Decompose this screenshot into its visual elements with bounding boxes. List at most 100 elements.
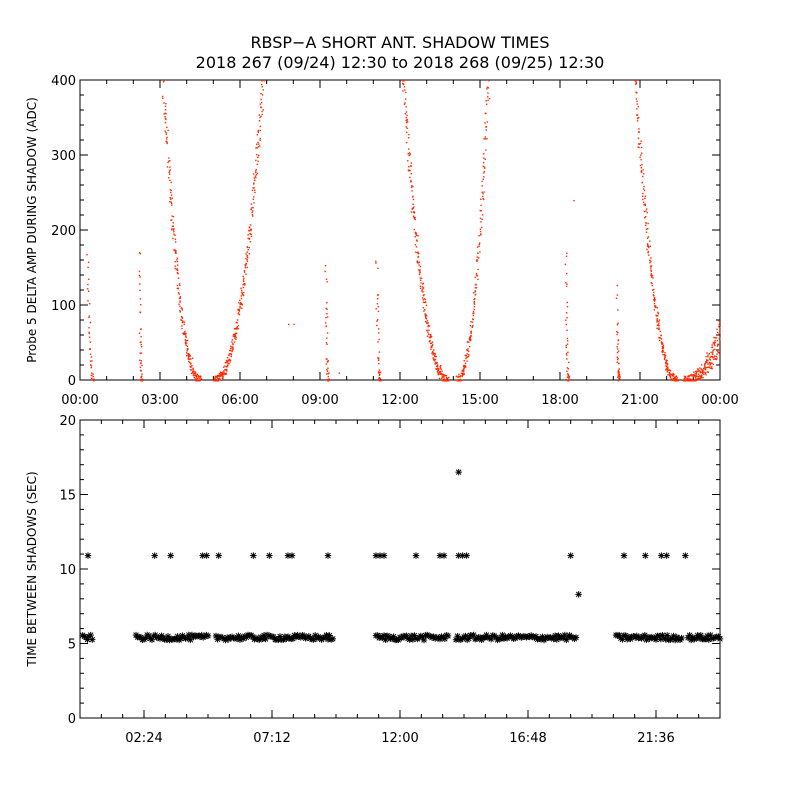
data-point: [667, 374, 669, 376]
data-point: [176, 260, 179, 263]
data-point: [87, 266, 89, 269]
data-point: [646, 248, 648, 251]
data-point: [430, 335, 433, 338]
data-point: [642, 195, 644, 197]
data-point: [482, 197, 484, 200]
data-point: [325, 342, 328, 344]
data-point: [164, 117, 167, 120]
data-point: [644, 197, 646, 199]
data-point: [226, 368, 228, 371]
data-point: [667, 369, 669, 371]
data-point: [185, 340, 187, 342]
data-point: [474, 287, 477, 289]
data-point: [478, 242, 481, 244]
data-point: [238, 302, 240, 304]
data-point: [377, 297, 379, 300]
data-point: [184, 339, 186, 341]
data-point: [257, 141, 259, 144]
data-point: [483, 176, 485, 178]
data-point: [379, 373, 381, 376]
data-point: [425, 313, 427, 315]
data-point: [404, 89, 406, 91]
data-point: [422, 291, 424, 293]
data-point: [668, 369, 670, 372]
data-point: [253, 182, 255, 184]
data-point: [236, 326, 238, 328]
data-point: [469, 325, 472, 327]
data-point: [635, 91, 637, 93]
data-point: [162, 97, 164, 99]
data-point: [717, 350, 719, 353]
data-point: [171, 228, 173, 230]
data-point: [647, 246, 650, 249]
data-point: [414, 232, 417, 234]
data-point: [436, 370, 439, 372]
data-point: [684, 379, 686, 382]
data-point: [251, 207, 253, 209]
data-point: [664, 351, 666, 354]
data-point: [92, 378, 95, 380]
data-point: [243, 277, 245, 279]
data-point: [667, 367, 669, 370]
data-point: [635, 82, 638, 85]
data-point: [677, 380, 679, 382]
data-point: [378, 376, 381, 379]
data-point: [90, 374, 93, 377]
data-point: [470, 334, 472, 337]
data-point: [220, 379, 223, 382]
data-point: [219, 375, 221, 378]
x-tick-label: 02:24: [125, 731, 162, 746]
data-point: [230, 345, 232, 348]
data-point: [565, 346, 567, 349]
data-point: [380, 380, 382, 382]
data-point: [481, 191, 483, 193]
data-point: [617, 380, 620, 382]
data-point: [468, 354, 470, 356]
data-point: [240, 303, 242, 306]
data-point: [422, 294, 425, 297]
data-point: [467, 355, 470, 358]
data-point: [216, 375, 218, 378]
data-point: [460, 379, 462, 382]
data-point: [219, 371, 222, 373]
data-point: [179, 297, 181, 299]
data-point: [325, 363, 328, 365]
data-point: [638, 143, 640, 145]
data-point: [439, 373, 442, 376]
data-point: [409, 153, 411, 156]
data-point: [695, 374, 698, 376]
data-point: [669, 370, 672, 372]
data-point: [377, 359, 380, 361]
data-point: [235, 338, 237, 340]
data-point: [481, 218, 483, 221]
data-point: [684, 375, 687, 378]
data-point: [182, 332, 184, 334]
data-point: [687, 379, 689, 381]
data-point: [418, 269, 420, 271]
data-point: [672, 377, 674, 380]
data-point: [181, 307, 183, 310]
data-point: [239, 305, 241, 308]
data-point: [670, 373, 673, 376]
data-point: [190, 366, 192, 368]
data-point: [713, 342, 715, 345]
data-point: [445, 375, 448, 377]
data-point: [650, 272, 653, 275]
data-point: [702, 377, 704, 379]
data-point: [709, 365, 711, 367]
x-tick-label: 18:00: [541, 393, 578, 408]
data-point: [184, 330, 186, 333]
data-point: [188, 361, 191, 364]
data-point: [236, 327, 238, 329]
data-point: [192, 357, 194, 359]
data-point: [375, 262, 377, 264]
data-point: [617, 370, 619, 373]
data-point: [429, 342, 432, 345]
data-point: [485, 103, 488, 105]
data-point: [689, 380, 691, 382]
data-point: [485, 112, 487, 115]
data-point: [566, 329, 568, 331]
data-point: [414, 244, 417, 246]
data-point: [163, 113, 165, 115]
data-point: [638, 146, 640, 149]
